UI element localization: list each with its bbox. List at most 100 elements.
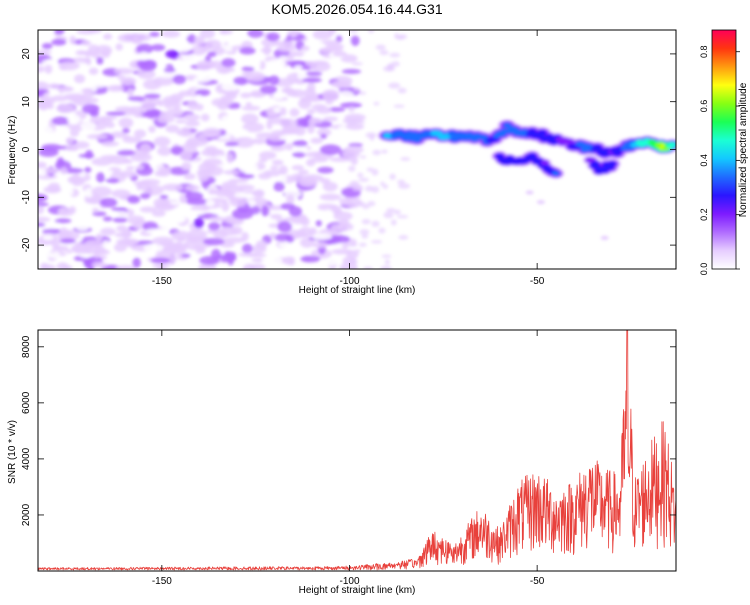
spectrogram-noise-blob xyxy=(396,215,409,219)
spectrogram-noise-blob xyxy=(224,141,239,147)
spectrogram-noise-blob xyxy=(116,74,125,80)
spectrogram-noise-blob xyxy=(139,206,157,213)
spectrogram-noise-blob xyxy=(323,116,338,122)
spectrogram-noise-blob xyxy=(316,128,332,137)
snr-ytick-label: 8000 xyxy=(21,335,32,358)
spectrogram-xtick-label: -50 xyxy=(530,276,545,287)
spectrogram-noise-blob xyxy=(292,139,308,147)
snr-ytick-label: 6000 xyxy=(21,391,32,414)
colorbar-scale xyxy=(711,29,737,270)
spectrogram-noise-blob xyxy=(170,146,184,156)
spectrogram-noise-blob xyxy=(133,119,144,127)
spectrogram-noise-blob xyxy=(91,186,112,198)
spectrogram-noise-blob xyxy=(241,105,261,111)
spectrogram-noise-blob xyxy=(208,189,217,195)
spectrogram-noise-blob xyxy=(390,219,397,226)
spectrogram-noise-blob xyxy=(84,239,103,249)
spectrogram-noise-blob xyxy=(341,69,362,74)
spectrogram-noise-blob xyxy=(92,207,99,213)
spectrogram-noise-blob xyxy=(370,240,383,244)
spectrogram-noise-blob xyxy=(101,48,111,59)
spectrogram-noise-blob xyxy=(136,43,153,55)
spectrogram-noise-blob xyxy=(270,145,286,152)
spectrogram-noise-blob xyxy=(165,124,180,133)
spectrogram-noise-blob xyxy=(52,245,69,252)
spectrogram-noise-blob xyxy=(348,165,356,172)
spectrogram-noise-blob xyxy=(294,64,303,70)
spectrogram-noise-blob xyxy=(193,217,204,229)
colorbar-tick-label: 0.2 xyxy=(699,208,709,221)
spectrogram-noise-blob xyxy=(262,44,272,56)
spectrogram-noise-blob xyxy=(140,178,161,186)
spectrogram-noise-blob xyxy=(278,165,288,175)
spectrogram-signal-blob xyxy=(608,161,617,167)
spectrogram-noise-blob xyxy=(157,146,172,156)
spectrogram-noise-blob xyxy=(306,210,324,218)
spectrogram-noise-blob xyxy=(384,259,390,265)
snr-series-line xyxy=(38,330,676,571)
spectrogram-noise-blob xyxy=(38,90,45,98)
spectrogram-noise-blob xyxy=(85,149,94,159)
spectrogram-noise-blob xyxy=(245,102,252,107)
spectrogram-noise-blob xyxy=(186,34,197,43)
spectrogram-noise-blob xyxy=(310,95,319,102)
spectrogram-noise-blob xyxy=(298,178,318,188)
colorbar-tick-label: 0.8 xyxy=(699,45,709,58)
snr-ytick-label: 2000 xyxy=(21,503,32,526)
colorbar-label: Normalized spectral amplitude xyxy=(738,82,749,217)
spectrogram-noise-blob xyxy=(79,253,92,259)
spectrogram-noise-blob xyxy=(357,172,364,178)
snr-xtick-label: -50 xyxy=(530,576,545,587)
spectrogram-noise-blob xyxy=(340,54,358,63)
spectrogram-noise-blob xyxy=(41,228,62,235)
spectrogram-noise-blob xyxy=(286,53,295,61)
spectrogram-noise-blob xyxy=(117,33,139,43)
spectrogram-noise-blob xyxy=(100,227,116,236)
spectrogram-noise-blob xyxy=(94,247,107,254)
spectrogram-noise-blob xyxy=(145,228,165,235)
spectrogram-noise-blob xyxy=(342,149,360,159)
spectrogram-noise-blob xyxy=(222,163,237,171)
spectrogram-noise-blob xyxy=(251,138,267,145)
spectrogram-noise-blob xyxy=(74,74,86,84)
spectrogram-noise-blob xyxy=(291,165,304,171)
spectrogram-noise-blob xyxy=(303,51,314,60)
snr-panel: -150 -100 -50 2000 4000 6000 8000 Height of st… xyxy=(7,329,677,596)
spectrogram-noise-blob xyxy=(347,156,355,163)
spectrogram-noise-blob xyxy=(91,157,113,166)
spectrogram-noise-blob xyxy=(89,33,108,38)
spectrogram-noise-blob xyxy=(178,90,192,97)
spectrogram-noise-blob xyxy=(353,87,361,92)
spectrogram-noise-blob xyxy=(170,246,187,254)
spectrogram-noise-blob xyxy=(56,86,74,92)
spectrogram-noise-blob xyxy=(307,124,315,134)
spectrogram-noise-blob xyxy=(56,157,65,167)
spectrogram-noise-blob xyxy=(241,243,253,254)
spectrogram-noise-blob xyxy=(240,92,252,99)
spectrogram-signal-blob xyxy=(565,138,574,145)
spectrogram-ytick-label: 20 xyxy=(21,48,32,60)
spectrogram-noise-blob xyxy=(225,90,237,101)
spectrogram-noise-blob xyxy=(84,166,92,173)
spectrogram-noise-blob xyxy=(217,100,229,111)
spectrogram-noise-blob xyxy=(172,74,187,85)
spectrogram-noise-blob xyxy=(48,83,60,89)
spectrogram-noise-blob xyxy=(100,115,118,120)
spectrogram-noise-blob xyxy=(133,111,143,118)
snr-ytick-label: 4000 xyxy=(21,447,32,470)
spectrogram-noise-blob xyxy=(300,255,321,263)
spectrogram-noise-blob xyxy=(193,76,212,83)
spectrogram-noise-blob xyxy=(229,196,248,207)
spectrogram-noise-blob xyxy=(280,100,292,105)
spectrogram-noise-blob xyxy=(186,136,209,147)
spectrogram-noise-blob xyxy=(150,44,166,52)
spectrogram-noise-blob xyxy=(348,258,358,266)
spectrogram-noise-blob xyxy=(319,193,341,201)
spectrogram-noise-blob xyxy=(196,60,213,71)
spectrogram-noise-blob xyxy=(286,194,295,204)
spectrogram-noise-blob xyxy=(282,256,294,265)
spectrogram-noise-blob xyxy=(231,208,254,220)
snr-xlabel: Height of straight line (km) xyxy=(299,585,416,596)
spectrogram-noise-blob xyxy=(305,203,319,210)
